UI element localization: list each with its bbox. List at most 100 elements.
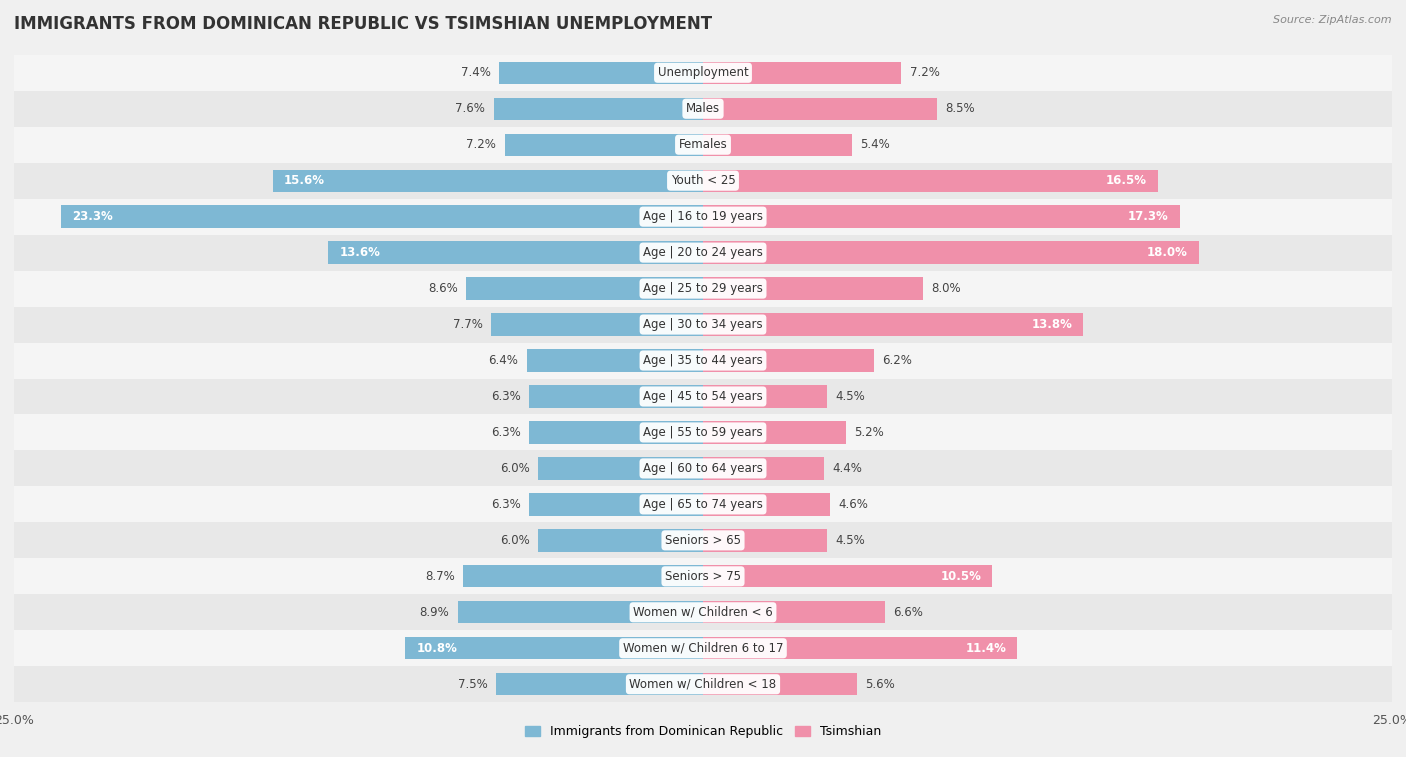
- Text: 6.3%: 6.3%: [491, 426, 522, 439]
- Bar: [14, 522, 1392, 559]
- Bar: [405, 637, 703, 659]
- Text: Age | 65 to 74 years: Age | 65 to 74 years: [643, 498, 763, 511]
- Bar: [703, 422, 846, 444]
- Text: 16.5%: 16.5%: [1105, 174, 1147, 187]
- Text: Females: Females: [679, 139, 727, 151]
- Text: Age | 16 to 19 years: Age | 16 to 19 years: [643, 210, 763, 223]
- Bar: [14, 126, 1392, 163]
- Bar: [499, 61, 703, 84]
- Text: 10.8%: 10.8%: [416, 642, 457, 655]
- Bar: [703, 205, 1180, 228]
- Bar: [14, 235, 1392, 270]
- Text: 8.9%: 8.9%: [420, 606, 450, 618]
- Text: 6.0%: 6.0%: [499, 462, 530, 475]
- Bar: [14, 55, 1392, 91]
- Bar: [530, 494, 703, 516]
- Text: 4.5%: 4.5%: [835, 534, 865, 547]
- Bar: [14, 163, 1392, 198]
- Text: Source: ZipAtlas.com: Source: ZipAtlas.com: [1274, 15, 1392, 25]
- Text: 6.2%: 6.2%: [882, 354, 912, 367]
- Text: 7.4%: 7.4%: [461, 67, 491, 79]
- Bar: [527, 350, 703, 372]
- Bar: [703, 565, 993, 587]
- Text: 5.6%: 5.6%: [866, 678, 896, 690]
- Text: 7.7%: 7.7%: [453, 318, 482, 331]
- Bar: [60, 205, 703, 228]
- Bar: [14, 631, 1392, 666]
- Text: Males: Males: [686, 102, 720, 115]
- Text: 7.2%: 7.2%: [910, 67, 939, 79]
- Text: 6.4%: 6.4%: [488, 354, 519, 367]
- Bar: [703, 350, 875, 372]
- Bar: [494, 98, 703, 120]
- Bar: [530, 422, 703, 444]
- Bar: [703, 601, 884, 624]
- Text: IMMIGRANTS FROM DOMINICAN REPUBLIC VS TSIMSHIAN UNEMPLOYMENT: IMMIGRANTS FROM DOMINICAN REPUBLIC VS TS…: [14, 15, 713, 33]
- Text: Age | 30 to 34 years: Age | 30 to 34 years: [643, 318, 763, 331]
- Bar: [703, 313, 1083, 335]
- Bar: [14, 342, 1392, 378]
- Bar: [703, 277, 924, 300]
- Bar: [14, 198, 1392, 235]
- Text: Age | 60 to 64 years: Age | 60 to 64 years: [643, 462, 763, 475]
- Bar: [14, 594, 1392, 631]
- Text: 8.7%: 8.7%: [425, 570, 456, 583]
- Text: 8.6%: 8.6%: [427, 282, 458, 295]
- Text: Age | 35 to 44 years: Age | 35 to 44 years: [643, 354, 763, 367]
- Text: 5.2%: 5.2%: [855, 426, 884, 439]
- Bar: [530, 385, 703, 407]
- Bar: [14, 378, 1392, 415]
- Bar: [14, 666, 1392, 702]
- Bar: [273, 170, 703, 192]
- Bar: [703, 61, 901, 84]
- Bar: [703, 457, 824, 480]
- Text: Women w/ Children < 18: Women w/ Children < 18: [630, 678, 776, 690]
- Text: Age | 45 to 54 years: Age | 45 to 54 years: [643, 390, 763, 403]
- Text: Women w/ Children 6 to 17: Women w/ Children 6 to 17: [623, 642, 783, 655]
- Bar: [703, 529, 827, 552]
- Text: 6.6%: 6.6%: [893, 606, 922, 618]
- Bar: [463, 565, 703, 587]
- Bar: [14, 270, 1392, 307]
- Text: Unemployment: Unemployment: [658, 67, 748, 79]
- Bar: [14, 91, 1392, 126]
- Text: Seniors > 65: Seniors > 65: [665, 534, 741, 547]
- Bar: [505, 133, 703, 156]
- Text: 15.6%: 15.6%: [284, 174, 325, 187]
- Bar: [703, 494, 830, 516]
- Bar: [328, 241, 703, 263]
- Bar: [14, 307, 1392, 342]
- Text: 4.4%: 4.4%: [832, 462, 862, 475]
- Bar: [14, 487, 1392, 522]
- Text: 7.2%: 7.2%: [467, 139, 496, 151]
- Text: 6.3%: 6.3%: [491, 390, 522, 403]
- Text: 4.5%: 4.5%: [835, 390, 865, 403]
- Bar: [703, 133, 852, 156]
- Text: 18.0%: 18.0%: [1147, 246, 1188, 259]
- Bar: [496, 673, 703, 696]
- Bar: [537, 529, 703, 552]
- Text: 5.4%: 5.4%: [860, 139, 890, 151]
- Bar: [14, 559, 1392, 594]
- Text: 13.6%: 13.6%: [339, 246, 380, 259]
- Bar: [14, 415, 1392, 450]
- Bar: [491, 313, 703, 335]
- Text: 6.3%: 6.3%: [491, 498, 522, 511]
- Text: 11.4%: 11.4%: [966, 642, 1007, 655]
- Text: 8.0%: 8.0%: [932, 282, 962, 295]
- Bar: [703, 170, 1157, 192]
- Text: 17.3%: 17.3%: [1128, 210, 1168, 223]
- Bar: [703, 385, 827, 407]
- Legend: Immigrants from Dominican Republic, Tsimshian: Immigrants from Dominican Republic, Tsim…: [520, 721, 886, 743]
- Text: 23.3%: 23.3%: [72, 210, 112, 223]
- Bar: [537, 457, 703, 480]
- Bar: [703, 673, 858, 696]
- Text: Age | 25 to 29 years: Age | 25 to 29 years: [643, 282, 763, 295]
- Text: 8.5%: 8.5%: [945, 102, 976, 115]
- Text: 7.5%: 7.5%: [458, 678, 488, 690]
- Bar: [703, 241, 1199, 263]
- Text: Seniors > 75: Seniors > 75: [665, 570, 741, 583]
- Text: 7.6%: 7.6%: [456, 102, 485, 115]
- Bar: [14, 450, 1392, 487]
- Text: 6.0%: 6.0%: [499, 534, 530, 547]
